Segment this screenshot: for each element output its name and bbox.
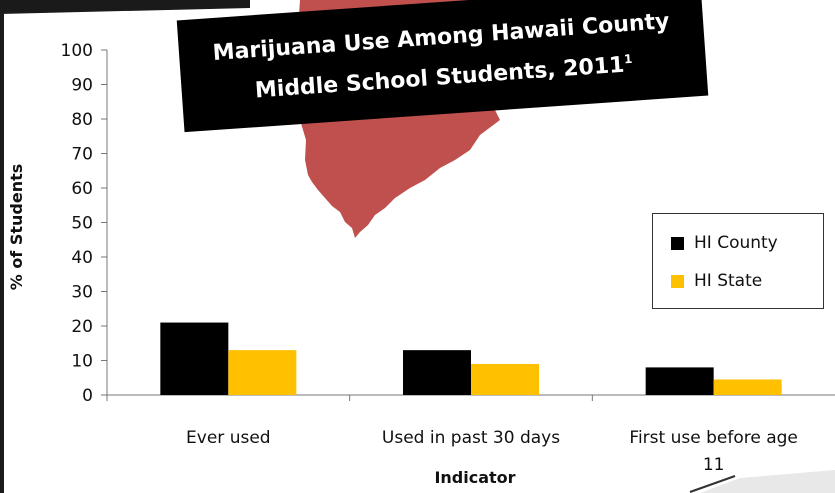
chart-title-superscript: 1 (623, 51, 633, 67)
bar-hi-county (160, 322, 229, 395)
legend-label-hi-county: HI County (694, 233, 778, 253)
bars (160, 322, 782, 395)
left-edge-strip (0, 0, 4, 493)
legend: HI County HI State (652, 213, 824, 309)
pen-decoration (700, 470, 835, 493)
y-axis: 0 10 20 30 40 50 60 70 80 90 100 (61, 41, 108, 406)
bar-hi-state (713, 379, 782, 395)
bar-hi-state (471, 363, 539, 395)
y-tick-label: 60 (71, 179, 93, 199)
legend-swatch-hi-county (671, 236, 684, 250)
legend-label-hi-state: HI State (694, 271, 763, 291)
y-tick-label: 70 (71, 145, 93, 165)
y-tick-label: 80 (71, 110, 93, 130)
x-tick-label: Ever used (186, 428, 271, 448)
y-axis-label: % of Students (7, 164, 26, 291)
x-tick-label: First use before age (629, 428, 797, 448)
y-tick-label: 40 (71, 248, 93, 268)
y-tick-label: 30 (71, 283, 93, 303)
y-tick-label: 90 (71, 76, 93, 96)
y-tick-label: 20 (71, 317, 93, 337)
legend-item-hi-county: HI County (671, 224, 823, 262)
y-tick-label: 0 (82, 386, 93, 406)
x-axis-label: Indicator (434, 468, 515, 487)
legend-swatch-hi-state (671, 274, 684, 288)
pen-tip (689, 475, 736, 493)
legend-item-hi-state: HI State (671, 262, 823, 300)
x-axis: Ever used Used in past 30 days First use b… (106, 394, 835, 475)
bar-hi-county (403, 350, 471, 395)
bar-hi-state (228, 350, 297, 395)
x-tick-label-line2: 11 (703, 455, 725, 475)
corner-banner (0, 0, 250, 14)
bar-hi-county (645, 367, 714, 395)
x-tick-label: Used in past 30 days (382, 428, 560, 448)
y-tick-label: 10 (71, 352, 93, 372)
y-tick-label: 100 (61, 41, 93, 61)
y-tick-label: 50 (71, 214, 93, 234)
